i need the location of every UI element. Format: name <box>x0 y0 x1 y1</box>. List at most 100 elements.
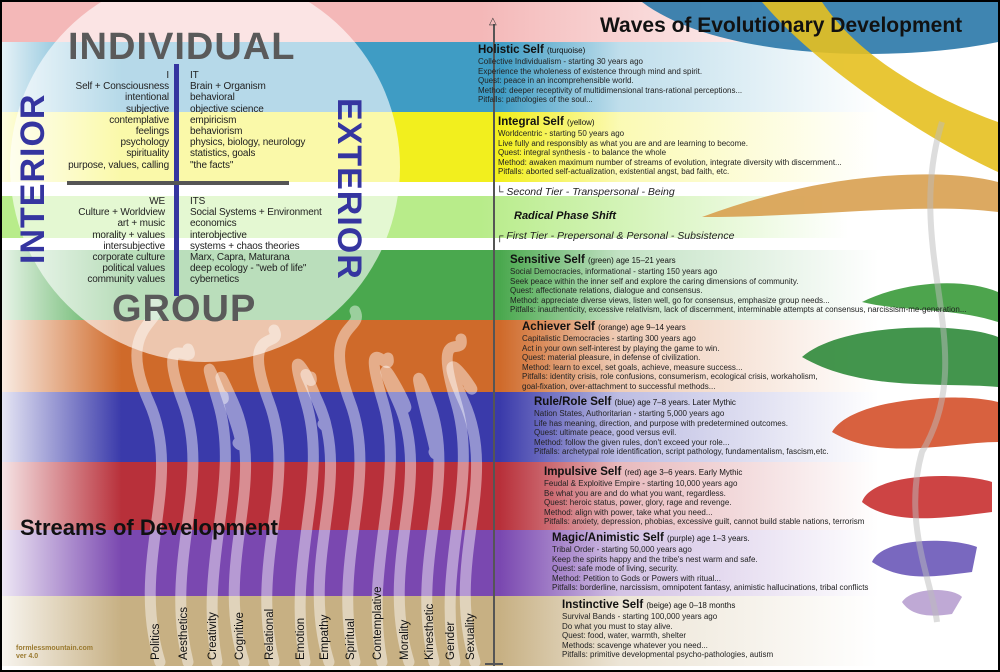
stream-line <box>413 373 445 668</box>
stage-meta: (red) age 3–6 years. Early Mythic <box>624 468 743 477</box>
stage-line: Live fully and responsibly as what you a… <box>498 138 748 148</box>
quadrant-item: Culture + Worldview <box>78 207 165 219</box>
quadrant-item: contemplative <box>109 114 169 126</box>
credit-version: ver 4.0 <box>16 653 39 660</box>
upper-left-quadrant: I Self + Consciousness intentional subjecti… <box>68 70 169 171</box>
stage-line: Keep the spirits happy and the tribe's n… <box>552 554 758 564</box>
stage-line: Quest: safe mode of living, security. <box>552 564 679 574</box>
stage-meta: (yellow) <box>567 118 595 127</box>
stage-rule-role-self: Rule/Role Self (blue) age 7–8 years. Lat… <box>534 396 829 457</box>
stage-meta: (turquoise) <box>547 46 586 55</box>
stage-line: Be what you are and do what you want, re… <box>544 488 726 498</box>
stream-line <box>215 371 252 668</box>
stream-line <box>334 305 366 668</box>
stage-instinctive-self: Instinctive Self (beige) age 0–18 months… <box>562 599 773 660</box>
quadrant-item: Social Systems + Environment <box>190 207 322 219</box>
quadrant-item: empiricism <box>190 114 237 126</box>
quadrant-item: statistics, goals <box>190 148 256 160</box>
credit: formlessmountain.com ver 4.0 <box>16 645 93 661</box>
quadrant-item: IT <box>190 70 199 81</box>
quadrant-item: spirituality <box>126 148 169 160</box>
stream-label: Kinesthetic <box>424 603 436 660</box>
stage-name: Holistic Self <box>478 44 544 56</box>
streams-title: Streams of Development <box>20 515 278 540</box>
spiral-core <box>912 121 949 623</box>
stream-line <box>203 363 231 668</box>
stream-line <box>380 365 417 668</box>
stage-title: Sensitive Self (green) age 15–21 years <box>510 254 966 267</box>
stream-label: Spiritual <box>345 618 357 660</box>
stage-line: Nation States, Authoritarian - starting … <box>534 409 725 418</box>
quadrant-item: I <box>166 70 169 81</box>
arrow-up-icon: △ <box>489 16 497 27</box>
stage-line: Pitfalls: borderline, narcissism, omnipo… <box>552 583 869 593</box>
stage-magic-animistic-self: Magic/Animistic Self (purple) age 1–3 ye… <box>552 532 868 593</box>
interior-label: INTERIOR <box>14 93 52 264</box>
quadrant-item: intentional <box>125 92 169 104</box>
stream-line <box>300 369 337 668</box>
stage-line: Quest: ultimate peace, good versus evil. <box>534 428 677 438</box>
stream-label: Aesthetics <box>178 606 190 660</box>
spiral-coil <box>802 327 998 387</box>
stage-name: Impulsive Self <box>544 466 622 478</box>
stage-line: Pitfalls: archetypal role identification… <box>534 447 829 457</box>
upper-right-quadrant: IT Brain + Organism behavioral objective sc… <box>190 70 305 171</box>
quadrant-item: behaviorism <box>190 126 243 138</box>
stage-line: Method: align with power, take what you … <box>544 507 713 517</box>
quadrant-item: feelings <box>135 126 169 138</box>
stage-integral-self: Integral Self (yellow) Worldcentric - sta… <box>498 116 842 177</box>
stage-line: Social Democracies, informational - star… <box>510 267 718 276</box>
stage-meta: (purple) age 1–3 years. <box>667 534 750 543</box>
development-axis <box>493 24 495 666</box>
stage-line: Method: learn to excel, set goals, achie… <box>522 362 743 372</box>
quadrant-item: behavioral <box>190 92 235 104</box>
second-tier-label: └ Second Tier - Transpersonal - Being <box>496 186 675 198</box>
quadrant-item: interobjective <box>190 229 247 241</box>
spiral-coil <box>862 283 998 322</box>
stage-line: Pitfalls: anxiety, depression, phobias, … <box>544 517 865 527</box>
stage-line: goal-fixation, over-attachment to succes… <box>522 381 716 391</box>
stage-name: Magic/Animistic Self <box>552 532 664 544</box>
quadrant-item: ITS <box>190 196 206 207</box>
stream-label: Emotion <box>295 617 307 660</box>
stage-line: Method: Petition to Gods or Powers with … <box>552 573 721 583</box>
stream-label: Sexuality <box>465 613 477 660</box>
quadrant-item: community values <box>87 274 165 286</box>
stage-line: Pitfalls: aborted self-actualization, ex… <box>498 167 730 177</box>
stage-line: Tribal Order - starting 50,000 years ago <box>552 545 692 554</box>
stage-line: Worldcentric - starting 50 years ago <box>498 129 625 138</box>
stage-line: Pitfalls: inauthenticity, excessive rela… <box>510 305 967 315</box>
stage-line: Act in your own self-interest by playing… <box>522 343 720 353</box>
first-tier-label: ┌ First Tier - Prepersonal & Personal - … <box>496 230 735 242</box>
stage-line: Capitalistic Democracies - starting 300 … <box>522 334 696 343</box>
group-label: GROUP <box>112 288 257 330</box>
quadrant-item: cybernetics <box>190 274 239 286</box>
quadrant-item: subjective <box>126 103 169 115</box>
stage-line: Life has meaning, direction, and purpose… <box>534 418 788 428</box>
quadrant-item: systems + chaos theories <box>190 240 300 252</box>
stage-achiever-self: Achiever Self (orange) age 9–14 years Cap… <box>522 321 818 392</box>
exterior-label: EXTERIOR <box>330 98 368 280</box>
stage-sensitive-self: Sensitive Self (green) age 15–21 years So… <box>510 254 966 315</box>
stage-impulsive-self: Impulsive Self (red) age 3–6 years. Earl… <box>544 466 864 527</box>
stage-meta: (blue) age 7–8 years. Later Mythic <box>614 398 736 407</box>
quadrant-item: "the facts" <box>190 159 234 171</box>
stage-holistic-self: Holistic Self (turquoise) Collective Indi… <box>478 44 742 105</box>
stage-line: Method: appreciate diverse views, listen… <box>510 295 830 305</box>
stage-title: Impulsive Self (red) age 3–6 years. Earl… <box>544 466 864 479</box>
stream-label: Politics <box>150 623 162 660</box>
stage-line: Method: awaken maximum number of streams… <box>498 157 842 167</box>
stage-title: Instinctive Self (beige) age 0–18 months <box>562 599 773 612</box>
stage-line: Experience the wholeness of existence th… <box>478 66 703 76</box>
stream-line <box>291 358 319 668</box>
horizontal-divider <box>67 181 289 185</box>
stream-label: Cognitive <box>234 612 246 660</box>
lower-right-quadrant: ITS Social Systems + Environment economics… <box>190 196 322 286</box>
spiral-coil <box>862 476 992 519</box>
page-title: Waves of Evolutionary Development <box>600 14 963 37</box>
stage-name: Instinctive Self <box>562 599 644 611</box>
quadrant-item: economics <box>190 218 237 230</box>
stage-title: Achiever Self (orange) age 9–14 years <box>522 321 818 334</box>
stage-line: Quest: material pleasure, in defense of … <box>522 353 701 363</box>
